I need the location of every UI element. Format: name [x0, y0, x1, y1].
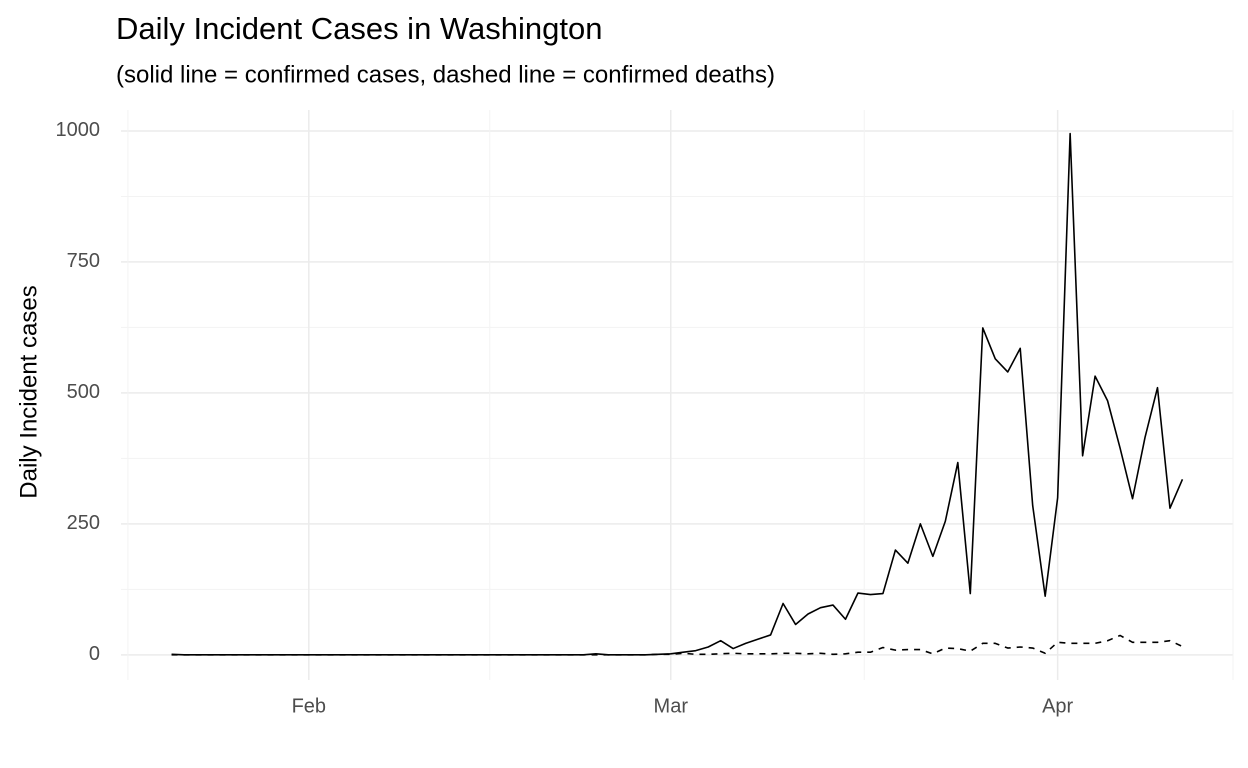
x-tick-label: Feb: [292, 695, 326, 717]
series-line: [171, 634, 1183, 656]
y-tick-label: 250: [67, 512, 100, 534]
y-tick-label: 750: [67, 250, 100, 272]
grid: [121, 110, 1234, 680]
y-axis-label: Daily Incident cases: [15, 285, 42, 498]
chart-title: Daily Incident Cases in Washington: [116, 11, 602, 46]
chart-subtitle: (solid line = confirmed cases, dashed li…: [116, 61, 775, 88]
y-tick-label: 1000: [56, 119, 101, 141]
y-tick-label: 500: [67, 381, 100, 403]
x-tick-label: Apr: [1042, 695, 1073, 717]
y-tick-label: 0: [89, 643, 100, 665]
plot: [171, 132, 1184, 656]
series-line: [171, 132, 1184, 656]
x-tick-label: Mar: [654, 695, 689, 717]
